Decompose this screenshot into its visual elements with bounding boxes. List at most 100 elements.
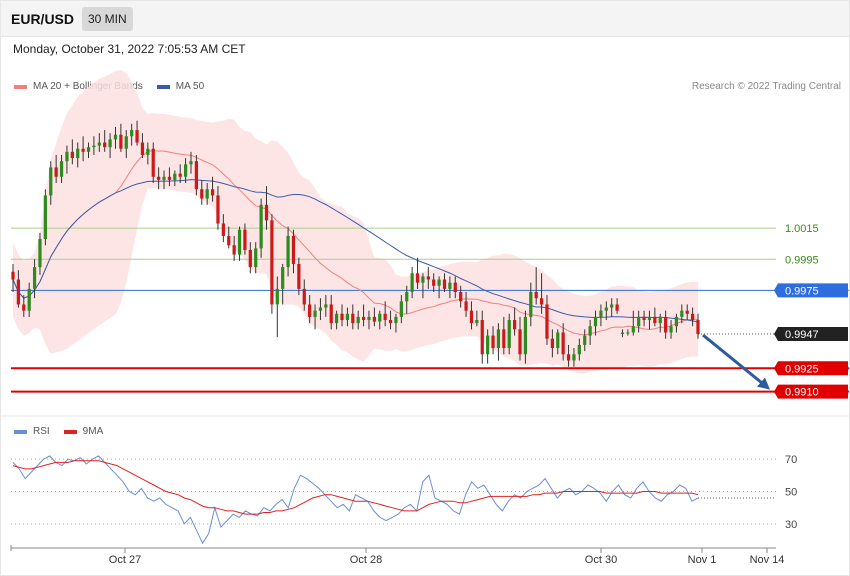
candle: [259, 198, 263, 258]
candle-body: [162, 176, 166, 180]
candle-body: [356, 316, 360, 324]
candle: [189, 151, 193, 174]
candle: [491, 326, 495, 355]
candle-body: [399, 301, 403, 317]
candle-body: [130, 130, 134, 137]
candle: [653, 307, 657, 327]
candle: [243, 223, 247, 255]
candle-body: [70, 151, 74, 159]
candle: [308, 295, 312, 324]
candle-body: [92, 145, 96, 148]
candle-body: [615, 304, 619, 311]
candle: [459, 285, 463, 308]
candle: [486, 329, 490, 364]
candle-body: [216, 195, 220, 224]
candle-body: [361, 316, 366, 321]
candle-body: [232, 245, 236, 255]
candle: [324, 295, 328, 317]
candle-body: [669, 326, 673, 333]
candle-body: [318, 307, 323, 311]
candle-body: [27, 288, 31, 311]
ma20-legend-label: MA 20 + Bollinger Bands: [33, 81, 143, 92]
candle: [647, 310, 652, 330]
candle: [329, 295, 333, 330]
rsi-tick-2: 30: [785, 519, 797, 531]
candle: [534, 267, 538, 305]
candle-body: [378, 313, 382, 322]
candle-body: [221, 223, 225, 236]
candle: [232, 235, 236, 261]
candle: [59, 154, 64, 183]
candle-body: [599, 310, 603, 317]
candle: [432, 273, 436, 292]
candle: [550, 329, 554, 358]
level-tag-3: [774, 327, 848, 342]
candle: [286, 226, 290, 277]
rsi-series-1: [12, 460, 699, 515]
candle-body: [421, 276, 425, 283]
candle: [340, 304, 344, 327]
candle-body: [529, 291, 533, 317]
candle-body: [167, 176, 172, 180]
candle-body: [442, 279, 447, 289]
x-tick-label-3: Nov 1: [688, 554, 717, 566]
candle: [561, 323, 565, 361]
candle-body: [459, 291, 463, 302]
candle: [162, 170, 166, 190]
candle: [345, 307, 350, 327]
candle: [469, 301, 474, 330]
candle-body: [227, 235, 231, 246]
candle-body: [302, 288, 306, 305]
candle-body: [631, 326, 635, 333]
candle: [410, 267, 414, 299]
candle: [210, 176, 215, 202]
candle: [146, 142, 150, 165]
candle-body: [496, 329, 501, 349]
candle-body: [81, 148, 85, 152]
candle: [399, 295, 403, 324]
candle: [658, 313, 662, 333]
x-tick-label-4: Nov 14: [750, 554, 785, 566]
candle-body: [448, 282, 452, 289]
level-label-5: 0.9910: [785, 387, 819, 399]
candle-body: [264, 204, 269, 221]
candle-body: [593, 316, 598, 327]
candle-body: [119, 134, 123, 149]
candle: [216, 186, 220, 230]
candle-body: [486, 335, 490, 355]
candle-body: [146, 148, 150, 155]
candle: [604, 301, 608, 321]
candle: [523, 310, 528, 364]
candle: [140, 133, 145, 159]
candle-body: [610, 304, 614, 308]
candle-body: [696, 320, 700, 335]
candle: [22, 295, 26, 317]
candle-body: [561, 332, 565, 355]
ma20-swatch: [14, 84, 27, 89]
candle-body: [388, 320, 393, 324]
candle: [437, 276, 441, 299]
candle: [65, 145, 69, 174]
candle-body: [345, 313, 350, 321]
candle-body: [194, 161, 199, 190]
candle: [545, 295, 549, 345]
candle: [599, 304, 603, 327]
level-label-0: 1.0015: [785, 223, 819, 235]
candle: [108, 133, 112, 159]
candle: [583, 329, 587, 352]
rsi-legend: RSI 9MA: [14, 426, 103, 437]
rsi-ma-swatch: [63, 429, 77, 434]
candle: [200, 179, 204, 205]
candle: [685, 304, 689, 321]
candle-body: [464, 301, 468, 311]
candle-body: [577, 344, 581, 355]
bollinger-band: [13, 69, 698, 374]
candle: [119, 123, 123, 152]
candle: [637, 310, 641, 333]
timeframe-button[interactable]: 30 MIN: [82, 7, 133, 31]
candle: [297, 257, 301, 296]
rsi-series-0: [12, 455, 699, 545]
candle-body: [275, 288, 279, 305]
candle-body: [281, 267, 285, 289]
